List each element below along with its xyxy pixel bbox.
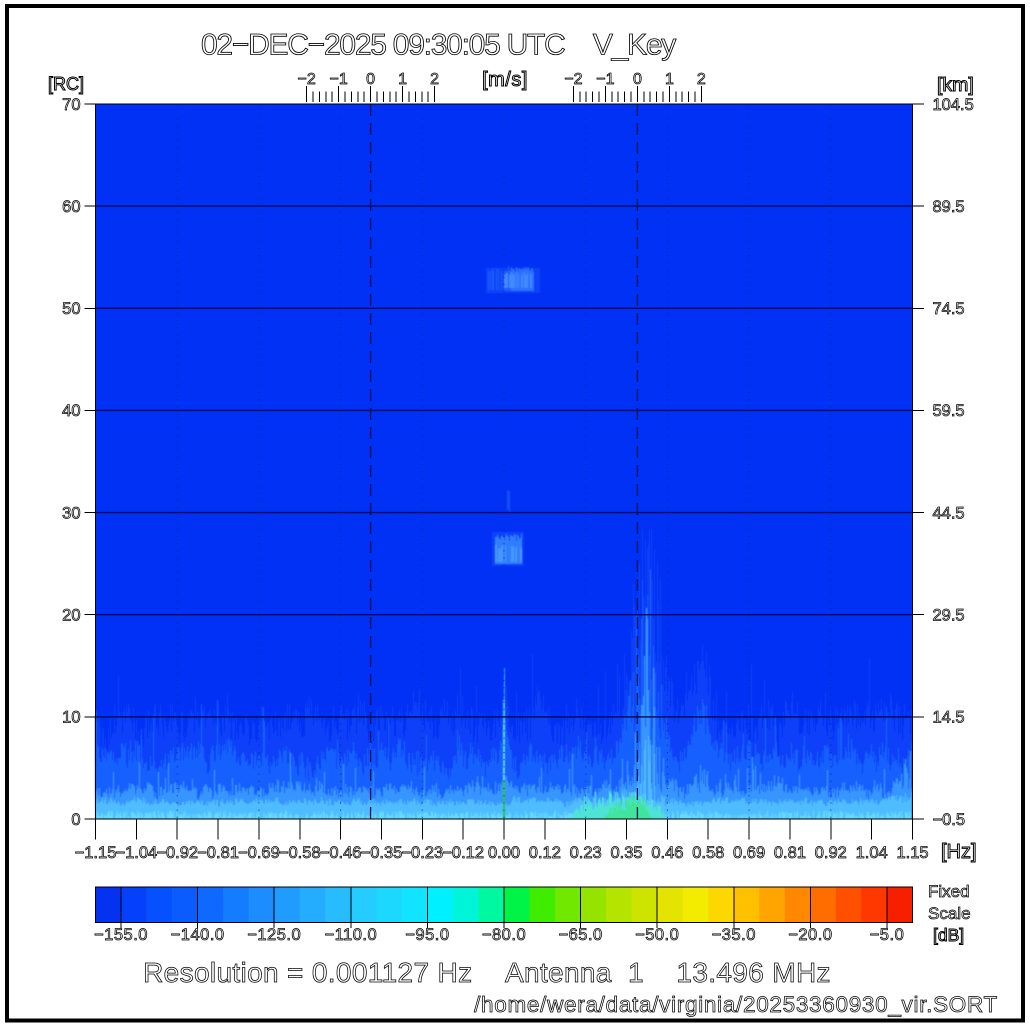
- svg-text:−50.0: −50.0: [635, 926, 679, 944]
- svg-text:−0.92: −0.92: [156, 844, 198, 862]
- svg-text:−1: −1: [329, 71, 347, 88]
- svg-text:0.69: 0.69: [733, 844, 765, 862]
- svg-text:89.5: 89.5: [933, 198, 965, 216]
- svg-text:0.81: 0.81: [774, 844, 806, 862]
- svg-text:−2: −2: [297, 71, 315, 88]
- svg-text:59.5: 59.5: [933, 402, 965, 420]
- svg-text:Resolution = 0.001127 Hz An: Resolution = 0.001127 Hz Antenna 1 13.49…: [143, 957, 831, 988]
- svg-text:−140.0: −140.0: [171, 926, 225, 944]
- svg-text:0.46: 0.46: [651, 844, 683, 862]
- svg-text:1: 1: [665, 71, 674, 88]
- svg-text:1: 1: [398, 71, 407, 88]
- svg-text:−0.46: −0.46: [320, 844, 362, 862]
- svg-text:0: 0: [366, 71, 375, 88]
- svg-text:14.5: 14.5: [933, 709, 965, 727]
- svg-text:2: 2: [430, 71, 439, 88]
- svg-text:40: 40: [62, 402, 80, 420]
- svg-text:[m/s]: [m/s]: [482, 69, 528, 91]
- svg-text:−125.0: −125.0: [247, 926, 301, 944]
- svg-text:−0.5: −0.5: [933, 811, 966, 829]
- svg-text:104.5: 104.5: [933, 96, 974, 114]
- svg-text:29.5: 29.5: [933, 607, 965, 625]
- svg-text:−80.0: −80.0: [482, 926, 526, 944]
- svg-text:0.92: 0.92: [815, 844, 847, 862]
- svg-text:−155.0: −155.0: [94, 926, 148, 944]
- svg-text:0.35: 0.35: [610, 844, 642, 862]
- svg-text:02−DEC−2025 09:30:05 UTC V_: 02−DEC−2025 09:30:05 UTC V_Key: [201, 29, 676, 62]
- svg-text:Fixed: Fixed: [928, 882, 970, 901]
- svg-text:−1: −1: [596, 71, 614, 88]
- svg-text:1.04: 1.04: [856, 844, 888, 862]
- svg-text:−0.35: −0.35: [361, 844, 403, 862]
- svg-text:2: 2: [697, 71, 706, 88]
- svg-text:0.00: 0.00: [488, 844, 520, 862]
- svg-text:−65.0: −65.0: [558, 926, 602, 944]
- svg-text:−1.04: −1.04: [115, 844, 157, 862]
- svg-text:0.12: 0.12: [529, 844, 561, 862]
- svg-text:74.5: 74.5: [933, 300, 965, 318]
- svg-text:−95.0: −95.0: [405, 926, 449, 944]
- svg-text:/home/wera/data/virginia/20253: /home/wera/data/virginia/20253360930_vir…: [474, 992, 998, 1017]
- svg-text:−5.0: −5.0: [870, 926, 905, 944]
- svg-text:−0.12: −0.12: [442, 844, 484, 862]
- svg-text:−0.69: −0.69: [238, 844, 280, 862]
- svg-text:[Hz]: [Hz]: [941, 841, 977, 863]
- svg-text:0.58: 0.58: [692, 844, 724, 862]
- svg-text:0: 0: [71, 811, 80, 829]
- svg-text:0.23: 0.23: [570, 844, 602, 862]
- svg-text:60: 60: [62, 198, 80, 216]
- svg-text:−2: −2: [564, 71, 582, 88]
- svg-text:−0.58: −0.58: [279, 844, 321, 862]
- svg-text:50: 50: [62, 300, 80, 318]
- svg-text:Scale: Scale: [928, 904, 971, 923]
- svg-text:−20.0: −20.0: [788, 926, 832, 944]
- svg-text:[RC]: [RC]: [48, 74, 84, 94]
- svg-text:1.15: 1.15: [896, 844, 928, 862]
- svg-text:−110.0: −110.0: [324, 926, 377, 944]
- svg-text:0: 0: [633, 71, 642, 88]
- svg-text:[km]: [km]: [937, 74, 974, 96]
- svg-text:−0.23: −0.23: [401, 844, 443, 862]
- svg-text:10: 10: [62, 709, 80, 727]
- svg-text:44.5: 44.5: [933, 504, 965, 522]
- svg-text:[dB]: [dB]: [933, 925, 964, 945]
- svg-text:30: 30: [62, 504, 80, 522]
- svg-text:−1.15: −1.15: [75, 844, 117, 862]
- svg-text:20: 20: [62, 607, 80, 625]
- svg-text:70: 70: [62, 96, 80, 114]
- svg-text:−35.0: −35.0: [712, 926, 756, 944]
- svg-text:−0.81: −0.81: [197, 844, 239, 862]
